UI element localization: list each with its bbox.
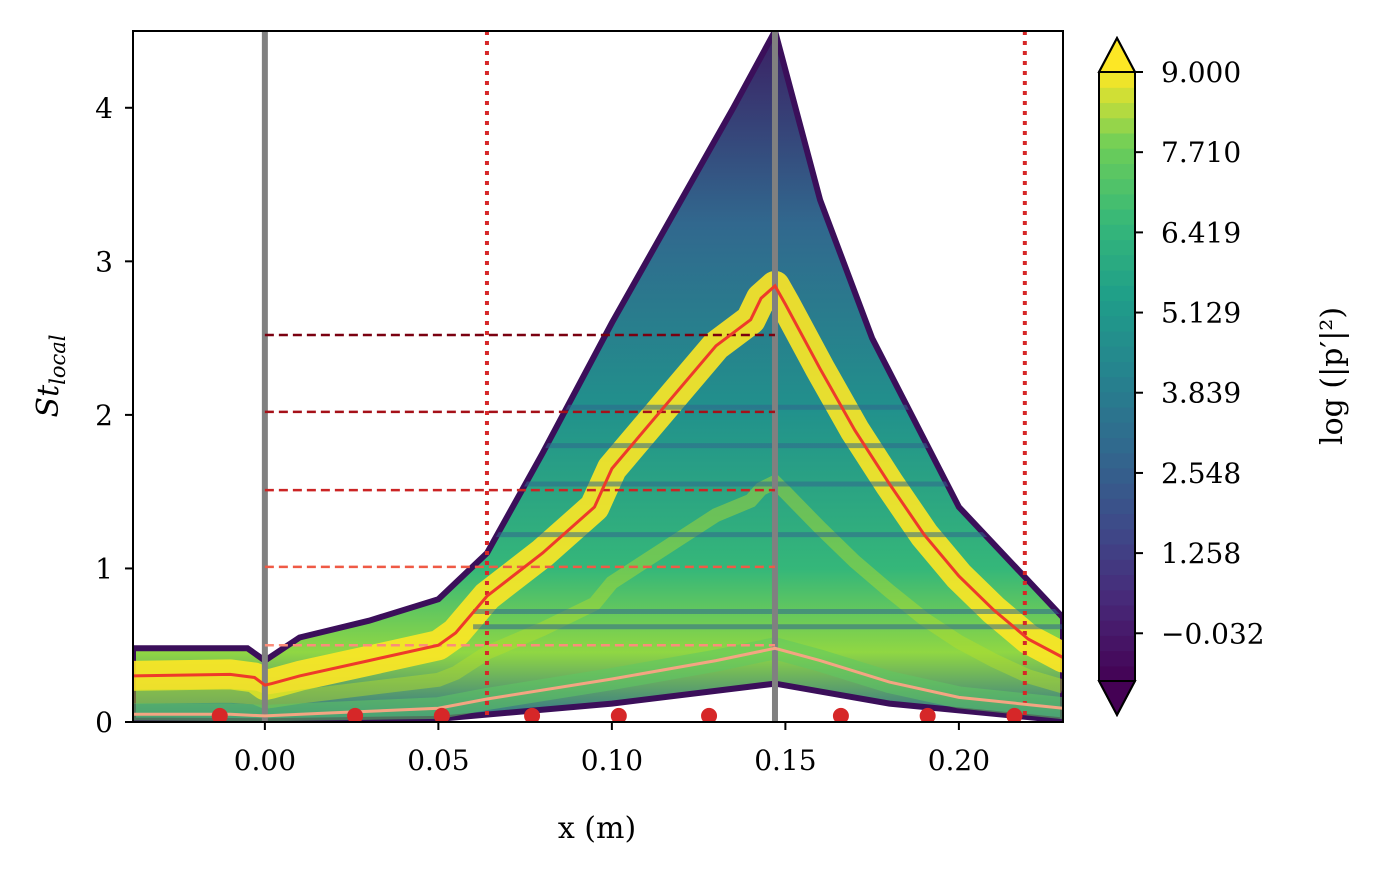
marker-6 [701, 707, 718, 722]
colorbar-band-17 [1099, 422, 1135, 438]
horizontal-lines [264, 333, 775, 647]
colorbar-band-6 [1099, 589, 1135, 606]
colorbar-band-3 [1099, 635, 1135, 652]
colorbar-bottom-extension [1097, 680, 1137, 718]
colorbar-tick-label-1: 9.000 [1161, 56, 1241, 89]
marker-9 [1006, 707, 1023, 722]
colorbar-band-24 [1099, 315, 1135, 332]
colorbar-band-22 [1099, 346, 1135, 362]
colorbar-band-38 [1099, 102, 1135, 119]
colorbar-tick-label-2: 7.710 [1161, 136, 1241, 169]
colorbar-band-30 [1099, 224, 1135, 241]
colorbar-band-23 [1099, 330, 1135, 347]
colorbar-band-40 [1099, 72, 1135, 88]
y-tick-label-5: 4 [95, 92, 113, 125]
colorbar-tick-label-7: 1.258 [1161, 537, 1241, 570]
x-tick-label-2: 0.05 [407, 744, 469, 777]
y-axis-ticks: 0 1 2 3 4 [95, 92, 133, 739]
colorbar-band-27 [1099, 269, 1135, 286]
colorbar-band-33 [1099, 178, 1135, 195]
colorbar-band-5 [1099, 604, 1135, 621]
vertical-lines [261, 31, 1027, 722]
series-lines [133, 283, 1063, 718]
colorbar-tick-label-3: 6.419 [1161, 216, 1241, 249]
y-tick-label-3: 2 [95, 399, 113, 432]
colorbar-outline [1098, 35, 1136, 718]
series-line-fundamental-frequency [133, 283, 1063, 687]
x-tick-label-1: 0.00 [234, 744, 296, 777]
colorbar-top-extension [1097, 35, 1137, 73]
colorbar-tick-label-8: −0.032 [1161, 617, 1265, 650]
plot-frame [132, 30, 1064, 723]
colorbar-label: log (|p′|²) [1315, 307, 1350, 445]
colorbar-band-10 [1099, 528, 1135, 545]
colorbar-band-29 [1099, 239, 1135, 256]
colorbar-band-13 [1099, 483, 1135, 499]
colorbar-band-11 [1099, 513, 1135, 530]
colorbar-band-2 [1099, 650, 1135, 667]
marker-3 [433, 707, 450, 722]
colorbar-band-16 [1099, 437, 1135, 454]
series-line-low-frequency [133, 646, 1063, 718]
colorbar-band-15 [1099, 452, 1135, 469]
x-axis-label: x (m) [558, 811, 636, 846]
y-axis-label-main: St [31, 384, 66, 418]
markers [211, 707, 1023, 722]
x-tick-label-3: 0.10 [581, 744, 643, 777]
colorbar-band-37 [1099, 117, 1135, 134]
marker-1 [211, 707, 228, 722]
colorbar-ticks: 9.000 7.710 6.419 5.129 3.839 2.548 1.258 −0.03… [1135, 56, 1265, 650]
marker-7 [832, 707, 849, 722]
marker-8 [919, 707, 936, 722]
colorbar: 9.000 7.710 6.419 5.129 3.839 2.548 1.258 −0.03… [1097, 35, 1265, 718]
colorbar-band-7 [1099, 574, 1135, 591]
x-tick-label-5: 0.20 [928, 744, 990, 777]
colorbar-band-19 [1099, 391, 1135, 408]
colorbar-band-20 [1099, 376, 1135, 393]
marker-2 [347, 707, 364, 722]
colorbar-band-39 [1099, 87, 1135, 104]
plot-area: 0.00 0.05 0.10 0.15 0.20 0 1 2 3 4 [95, 30, 1064, 777]
marker-5 [610, 707, 627, 722]
y-tick-label-4: 3 [95, 245, 113, 278]
y-axis-label: Stlocal [31, 335, 70, 418]
x-tick-label-4: 0.15 [754, 744, 816, 777]
field-envelope [133, 31, 1063, 722]
colorbar-band-8 [1099, 559, 1135, 576]
colorbar-band-12 [1099, 498, 1135, 515]
colorbar-tick-label-6: 2.548 [1161, 457, 1241, 490]
y-axis-label-sub: local [46, 335, 70, 385]
colorbar-band-9 [1099, 543, 1135, 560]
colorbar-bands [1099, 72, 1135, 682]
marker-4 [524, 707, 541, 722]
colorbar-band-28 [1099, 254, 1135, 271]
colorbar-band-26 [1099, 285, 1135, 301]
colorbar-band-4 [1099, 620, 1135, 636]
colorbar-band-31 [1099, 209, 1135, 225]
colorbar-band-25 [1099, 300, 1135, 317]
colorbar-tick-label-4: 5.129 [1161, 297, 1241, 330]
colorbar-band-1 [1099, 665, 1135, 682]
y-tick-label-1: 0 [95, 706, 113, 739]
colorbar-band-36 [1099, 132, 1135, 149]
colorbar-band-35 [1099, 148, 1135, 164]
colorbar-band-18 [1099, 406, 1135, 423]
y-tick-label-2: 1 [95, 552, 113, 585]
colorbar-band-14 [1099, 467, 1135, 484]
colorbar-tick-label-5: 3.839 [1161, 377, 1241, 410]
x-axis-ticks: 0.00 0.05 0.10 0.15 0.20 [234, 722, 990, 777]
colorbar-band-34 [1099, 163, 1135, 180]
colorbar-band-21 [1099, 361, 1135, 378]
colorbar-band-32 [1099, 193, 1135, 210]
